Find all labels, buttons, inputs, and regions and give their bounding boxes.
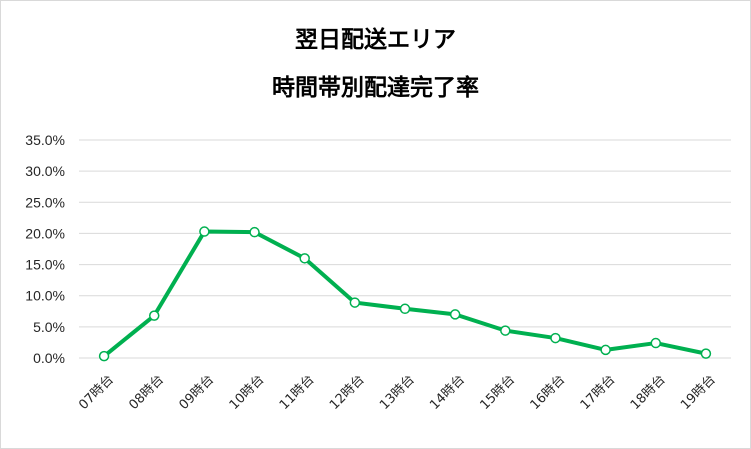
- chart-title-line-2: 時間帯別配達完了率: [272, 75, 479, 101]
- y-tick-label: 25.0%: [25, 194, 65, 210]
- x-tick-label: 16時台: [528, 372, 569, 413]
- chart-title-line-1: 翌日配送エリア: [295, 27, 456, 53]
- y-tick-label: 5.0%: [33, 319, 65, 335]
- y-tick-label: 35.0%: [25, 132, 65, 148]
- x-tick-label: 11時台: [277, 372, 318, 413]
- x-tick-label: 14時台: [427, 372, 468, 413]
- data-point: [98, 350, 110, 362]
- y-tick-label: 15.0%: [25, 257, 65, 273]
- y-tick-label: 30.0%: [25, 163, 65, 179]
- y-tick-label: 20.0%: [25, 225, 65, 241]
- data-point: [449, 309, 461, 320]
- x-tick-label: 10時台: [227, 372, 268, 413]
- x-tick-label: 18時台: [628, 372, 669, 413]
- data-point: [650, 337, 662, 349]
- data-point: [700, 348, 712, 359]
- x-tick-label: 13時台: [377, 372, 418, 413]
- data-point: [500, 325, 511, 336]
- y-tick-label: 10.0%: [25, 288, 65, 304]
- x-tick-label: 12時台: [327, 372, 368, 413]
- y-tick-label: 0.0%: [33, 350, 65, 366]
- x-tick-label: 07時台: [76, 372, 117, 413]
- data-point: [199, 226, 210, 237]
- data-point: [399, 303, 411, 315]
- data-point: [148, 310, 160, 321]
- data-point: [600, 344, 611, 356]
- x-tick-label: 17時台: [578, 372, 619, 413]
- x-tick-label: 15時台: [477, 372, 518, 413]
- x-tick-label: 08時台: [126, 372, 167, 413]
- x-tick-label: 19時台: [678, 372, 719, 413]
- data-point: [550, 332, 561, 344]
- series-line: [102, 229, 708, 359]
- data-point: [349, 297, 361, 308]
- x-tick-label: 09時台: [177, 372, 218, 413]
- data-point: [299, 253, 310, 264]
- data-point: [249, 226, 260, 238]
